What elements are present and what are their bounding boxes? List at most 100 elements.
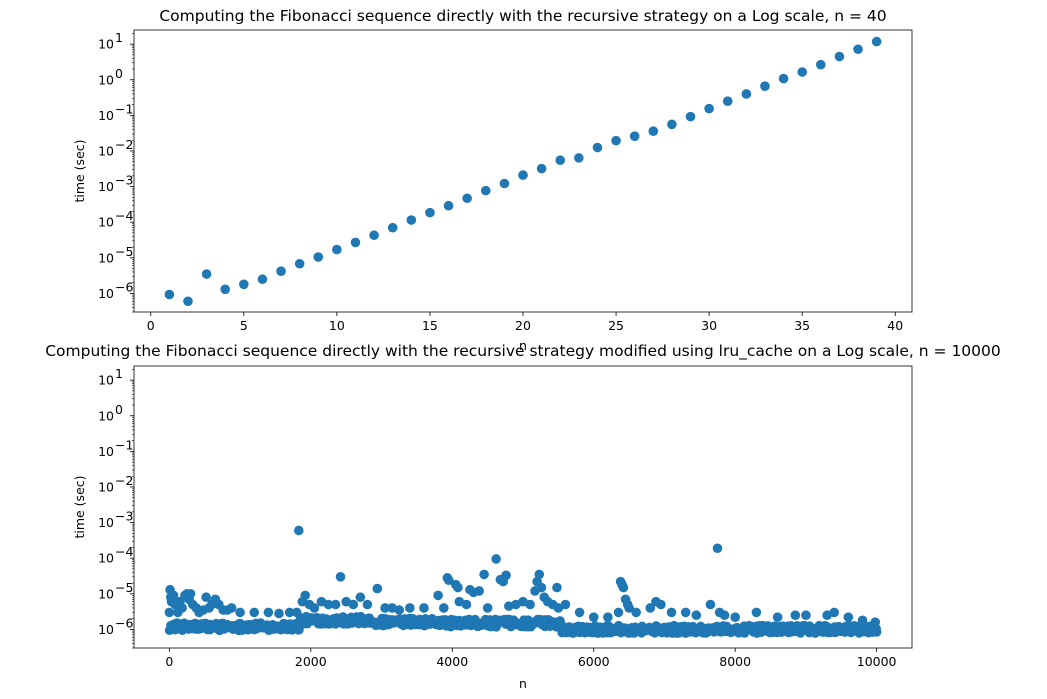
data-point [294,258,305,269]
data-point [629,131,640,142]
data-point [474,586,484,596]
y-tick-exponent: −2 [115,473,133,488]
data-point [741,89,752,99]
data-point [453,582,463,593]
data-point [790,610,801,621]
data-point [722,96,733,107]
y-tick-exponent: −5 [115,244,133,259]
data-point [433,590,443,601]
x-tick-label: 2000 [295,654,327,669]
bottom-x-axis-label: n [519,676,527,691]
data-point [760,81,770,91]
data-point [592,142,603,153]
y-tick-label: 10 [98,408,114,423]
data-point [685,111,696,122]
data-point [613,607,624,618]
data-point [772,612,783,622]
y-tick-exponent: −3 [115,173,133,188]
data-point [518,170,528,180]
y-tick-label: 10 [98,143,114,158]
y-tick-label: 10 [98,551,114,566]
data-point [719,610,730,621]
y-tick-exponent: −5 [115,580,133,595]
data-point [624,603,634,613]
x-tick-label: 25 [608,318,624,333]
data-point [618,582,629,593]
data-point [712,543,723,554]
top-y-axis-label: time (sec) [72,139,87,202]
y-tick-label: 10 [98,37,114,52]
y-tick-label: 10 [98,373,114,388]
top-x-axis-label: n [519,338,527,353]
data-point [462,193,472,204]
data-point [751,607,762,618]
data-point [394,605,405,615]
plot-frame [133,365,913,649]
data-point [387,222,398,233]
y-tick-exponent: −1 [115,101,133,116]
data-point [534,569,545,580]
data-point [380,603,390,613]
data-point [574,153,584,163]
data-point [574,607,585,618]
data-point [185,588,196,599]
data-point [560,599,571,610]
data-point [284,607,295,618]
data-point [704,103,714,114]
data-point [177,603,187,613]
data-point [555,155,566,166]
data-point [226,603,237,613]
bottom-chart-title: Computing the Fibonacci sequence directl… [45,342,1001,361]
y-tick-exponent: −3 [115,509,133,524]
y-tick-label: 10 [98,72,114,87]
data-point [438,603,449,613]
data-point [843,612,854,622]
data-point [362,599,373,610]
y-tick-exponent: −6 [115,279,133,294]
data-point [201,269,212,279]
data-point [482,603,493,613]
data-point [499,178,510,189]
data-point [300,590,310,601]
top-scatter-plot: Computing the Fibonacci sequence directl… [72,7,913,353]
data-point [276,266,286,276]
y-tick-label: 10 [98,215,114,230]
data-point [313,252,324,262]
x-tick-label: 10 [329,318,345,333]
data-point [680,607,691,618]
data-points [164,525,882,638]
data-point [834,51,845,62]
y-tick-label: 10 [98,108,114,123]
y-tick-exponent: −4 [115,544,133,559]
data-point [274,608,284,619]
data-point [293,525,304,536]
data-points [164,36,882,307]
y-tick-exponent: −6 [115,615,133,630]
data-point [443,200,454,211]
data-point [201,592,211,603]
data-point [372,583,383,594]
data-point [168,590,179,601]
data-point [425,207,435,218]
data-point [801,610,811,621]
data-point [164,289,175,300]
y-tick-label: 10 [98,250,114,265]
data-point [309,603,320,613]
data-point [667,119,677,130]
y-tick-label: 10 [98,444,114,459]
x-tick-label: 40 [887,318,903,333]
data-point [263,607,274,618]
y-tick-exponent: −2 [115,137,133,152]
data-point [330,599,341,610]
data-point [220,284,231,295]
x-tick-label: 15 [422,318,438,333]
top-chart-title: Computing the Fibonacci sequence directl… [159,7,886,25]
data-point [815,59,826,70]
bottom-scatter-plot: Computing the Fibonacci sequence directl… [45,342,1001,691]
y-tick-exponent: −4 [115,208,133,223]
y-tick-label: 10 [98,515,114,530]
data-point [332,244,342,255]
data-point [552,582,562,593]
data-point [603,612,613,622]
